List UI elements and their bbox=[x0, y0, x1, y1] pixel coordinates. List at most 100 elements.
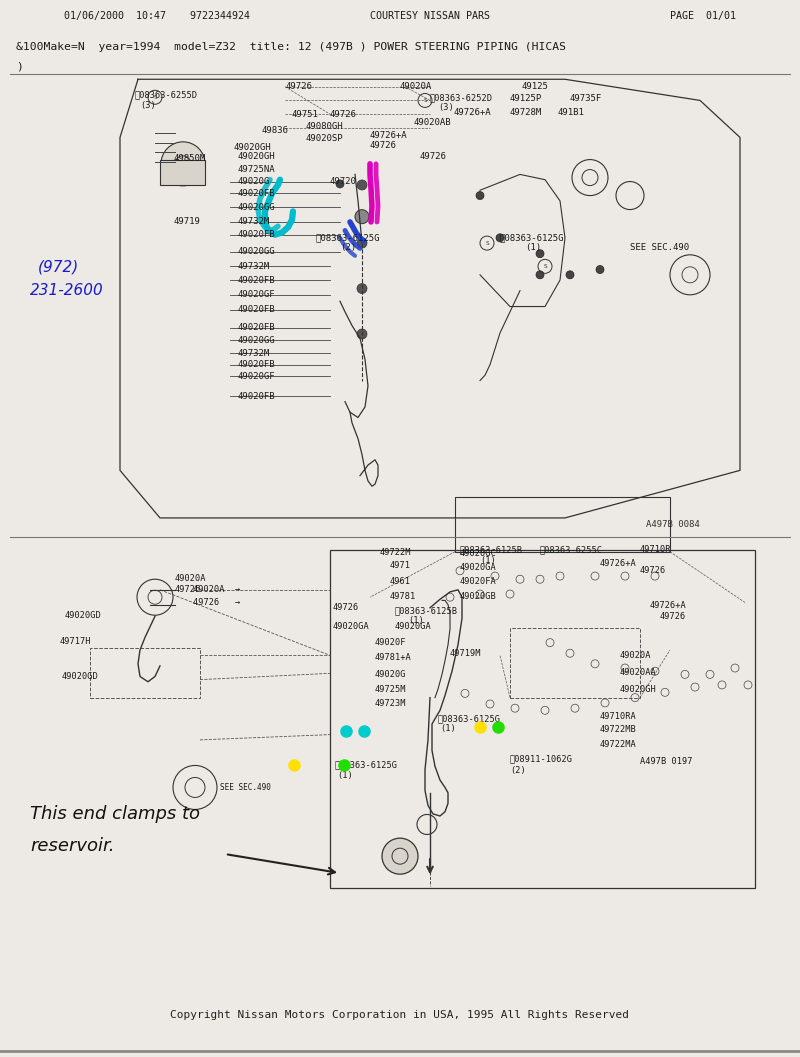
Text: 49020GG: 49020GG bbox=[238, 336, 276, 345]
Circle shape bbox=[357, 238, 367, 248]
Text: (1): (1) bbox=[525, 243, 541, 252]
Text: S: S bbox=[423, 98, 427, 103]
Circle shape bbox=[161, 142, 205, 186]
Text: S: S bbox=[153, 95, 157, 99]
Text: A497B 0084: A497B 0084 bbox=[646, 520, 700, 530]
Text: Ⓝ08363-6125G: Ⓝ08363-6125G bbox=[315, 234, 379, 242]
Text: 49125P: 49125P bbox=[510, 94, 542, 103]
Text: 49125: 49125 bbox=[522, 82, 549, 91]
Text: (1): (1) bbox=[408, 616, 424, 625]
Text: 49020FB: 49020FB bbox=[238, 392, 276, 401]
Text: 49725M: 49725M bbox=[375, 685, 406, 693]
Text: S: S bbox=[543, 264, 547, 268]
Text: 49020GG: 49020GG bbox=[238, 203, 276, 211]
Text: 49726: 49726 bbox=[640, 567, 666, 575]
Bar bbox=[455, 497, 670, 552]
Text: 49751: 49751 bbox=[291, 110, 318, 118]
Text: 49735F: 49735F bbox=[570, 94, 602, 103]
Text: 49726: 49726 bbox=[285, 82, 312, 91]
Text: 49020GA: 49020GA bbox=[333, 623, 370, 631]
Text: 49020G: 49020G bbox=[375, 670, 406, 679]
Circle shape bbox=[566, 271, 574, 279]
Text: 49020FB: 49020FB bbox=[238, 323, 276, 332]
Text: Copyright Nissan Motors Corporation in USA, 1995 All Rights Reserved: Copyright Nissan Motors Corporation in U… bbox=[170, 1009, 630, 1020]
Text: 49728M: 49728M bbox=[510, 108, 542, 116]
Circle shape bbox=[357, 329, 367, 339]
Text: 49726: 49726 bbox=[370, 142, 397, 150]
Text: Ⓝ08363-6125G: Ⓝ08363-6125G bbox=[438, 715, 501, 723]
Circle shape bbox=[536, 249, 544, 258]
Bar bbox=[160, 160, 205, 185]
Text: Ⓝ08363-6125B: Ⓝ08363-6125B bbox=[460, 545, 523, 554]
Text: 49020A: 49020A bbox=[400, 82, 432, 91]
Text: 49020GD: 49020GD bbox=[65, 611, 102, 619]
Text: Ⓝ08363-6125B: Ⓝ08363-6125B bbox=[395, 607, 458, 615]
Text: 49722MB: 49722MB bbox=[600, 725, 637, 734]
Text: A497B 0197: A497B 0197 bbox=[640, 757, 693, 765]
Text: Ⓝ08363-6125G: Ⓝ08363-6125G bbox=[500, 234, 565, 242]
Text: 49020GG: 49020GG bbox=[238, 247, 276, 256]
Text: 4971: 4971 bbox=[390, 561, 411, 570]
Text: 49080GH: 49080GH bbox=[305, 123, 342, 131]
Text: 49020FB: 49020FB bbox=[238, 230, 276, 239]
Text: 49020FB: 49020FB bbox=[238, 189, 276, 198]
Text: 491B1: 491B1 bbox=[558, 108, 585, 116]
Text: 49020A: 49020A bbox=[620, 651, 651, 660]
Text: 49726: 49726 bbox=[420, 152, 447, 161]
Circle shape bbox=[536, 271, 544, 279]
Text: 49710RA: 49710RA bbox=[600, 712, 637, 721]
Text: 49732M: 49732M bbox=[238, 218, 270, 226]
Text: Ⓝ08363-6125G: Ⓝ08363-6125G bbox=[335, 761, 398, 769]
Text: 49020AA: 49020AA bbox=[620, 668, 657, 676]
Text: &100Make=N  year=1994  model=Z32  title: 12 (497B ) POWER STEERING PIPING (HICAS: &100Make=N year=1994 model=Z32 title: 12… bbox=[16, 42, 566, 52]
Text: This end clamps to: This end clamps to bbox=[30, 804, 200, 823]
Text: (3): (3) bbox=[140, 101, 156, 110]
Text: 49020AB: 49020AB bbox=[414, 118, 452, 127]
Text: 49726+A: 49726+A bbox=[370, 131, 408, 140]
Text: 49717H: 49717H bbox=[60, 637, 91, 646]
Text: (1): (1) bbox=[337, 772, 353, 780]
Text: 49020FB: 49020FB bbox=[238, 305, 276, 314]
Circle shape bbox=[355, 209, 369, 224]
Text: 01/06/2000  10:47    9722344924                    COURTESY NISSAN PARS         : 01/06/2000 10:47 9722344924 COURTESY NIS… bbox=[64, 11, 736, 20]
Text: 49726+A: 49726+A bbox=[454, 108, 492, 116]
Circle shape bbox=[357, 180, 367, 190]
Text: SEE SEC.490: SEE SEC.490 bbox=[630, 243, 689, 252]
Text: 49020GA: 49020GA bbox=[395, 623, 432, 631]
Text: 49020GD: 49020GD bbox=[62, 672, 98, 681]
Text: (2): (2) bbox=[510, 766, 526, 775]
Text: (2): (2) bbox=[340, 243, 356, 252]
Text: 49732M: 49732M bbox=[238, 262, 270, 271]
Text: 49020A: 49020A bbox=[175, 574, 206, 582]
Text: 49722MA: 49722MA bbox=[600, 740, 637, 748]
Text: 49726   →: 49726 → bbox=[193, 598, 240, 607]
Text: 49020GB: 49020GB bbox=[460, 592, 497, 600]
Text: (972): (972) bbox=[38, 260, 79, 275]
Text: 49020F: 49020F bbox=[375, 638, 406, 647]
Text: 49020FB: 49020FB bbox=[238, 276, 276, 284]
Text: 49722M: 49722M bbox=[380, 549, 411, 557]
Text: 49020GH: 49020GH bbox=[234, 144, 272, 152]
Text: 49726: 49726 bbox=[660, 612, 686, 620]
Text: 49719M: 49719M bbox=[450, 649, 482, 657]
Text: 49723M: 49723M bbox=[375, 700, 406, 708]
Text: 49710R: 49710R bbox=[640, 545, 671, 554]
Text: 49020GC: 49020GC bbox=[460, 550, 497, 558]
Circle shape bbox=[476, 191, 484, 200]
Text: 49020FB: 49020FB bbox=[238, 360, 276, 369]
Text: 49726: 49726 bbox=[333, 604, 359, 612]
Text: Ⓝ08363-6252D: Ⓝ08363-6252D bbox=[430, 94, 493, 103]
Text: Ⓝ08363-6255D: Ⓝ08363-6255D bbox=[135, 91, 198, 99]
Circle shape bbox=[596, 265, 604, 274]
Text: 49836: 49836 bbox=[261, 126, 288, 134]
Text: 49020G: 49020G bbox=[238, 178, 270, 186]
Circle shape bbox=[357, 283, 367, 294]
Text: 49020GF: 49020GF bbox=[238, 372, 276, 381]
Circle shape bbox=[336, 180, 344, 188]
Text: Ⓝ08363-6255C: Ⓝ08363-6255C bbox=[540, 545, 603, 554]
Bar bbox=[510, 628, 640, 698]
Bar bbox=[330, 550, 755, 888]
Circle shape bbox=[382, 838, 418, 874]
Text: 49726+A: 49726+A bbox=[650, 601, 686, 610]
Text: 49850M: 49850M bbox=[173, 154, 206, 163]
